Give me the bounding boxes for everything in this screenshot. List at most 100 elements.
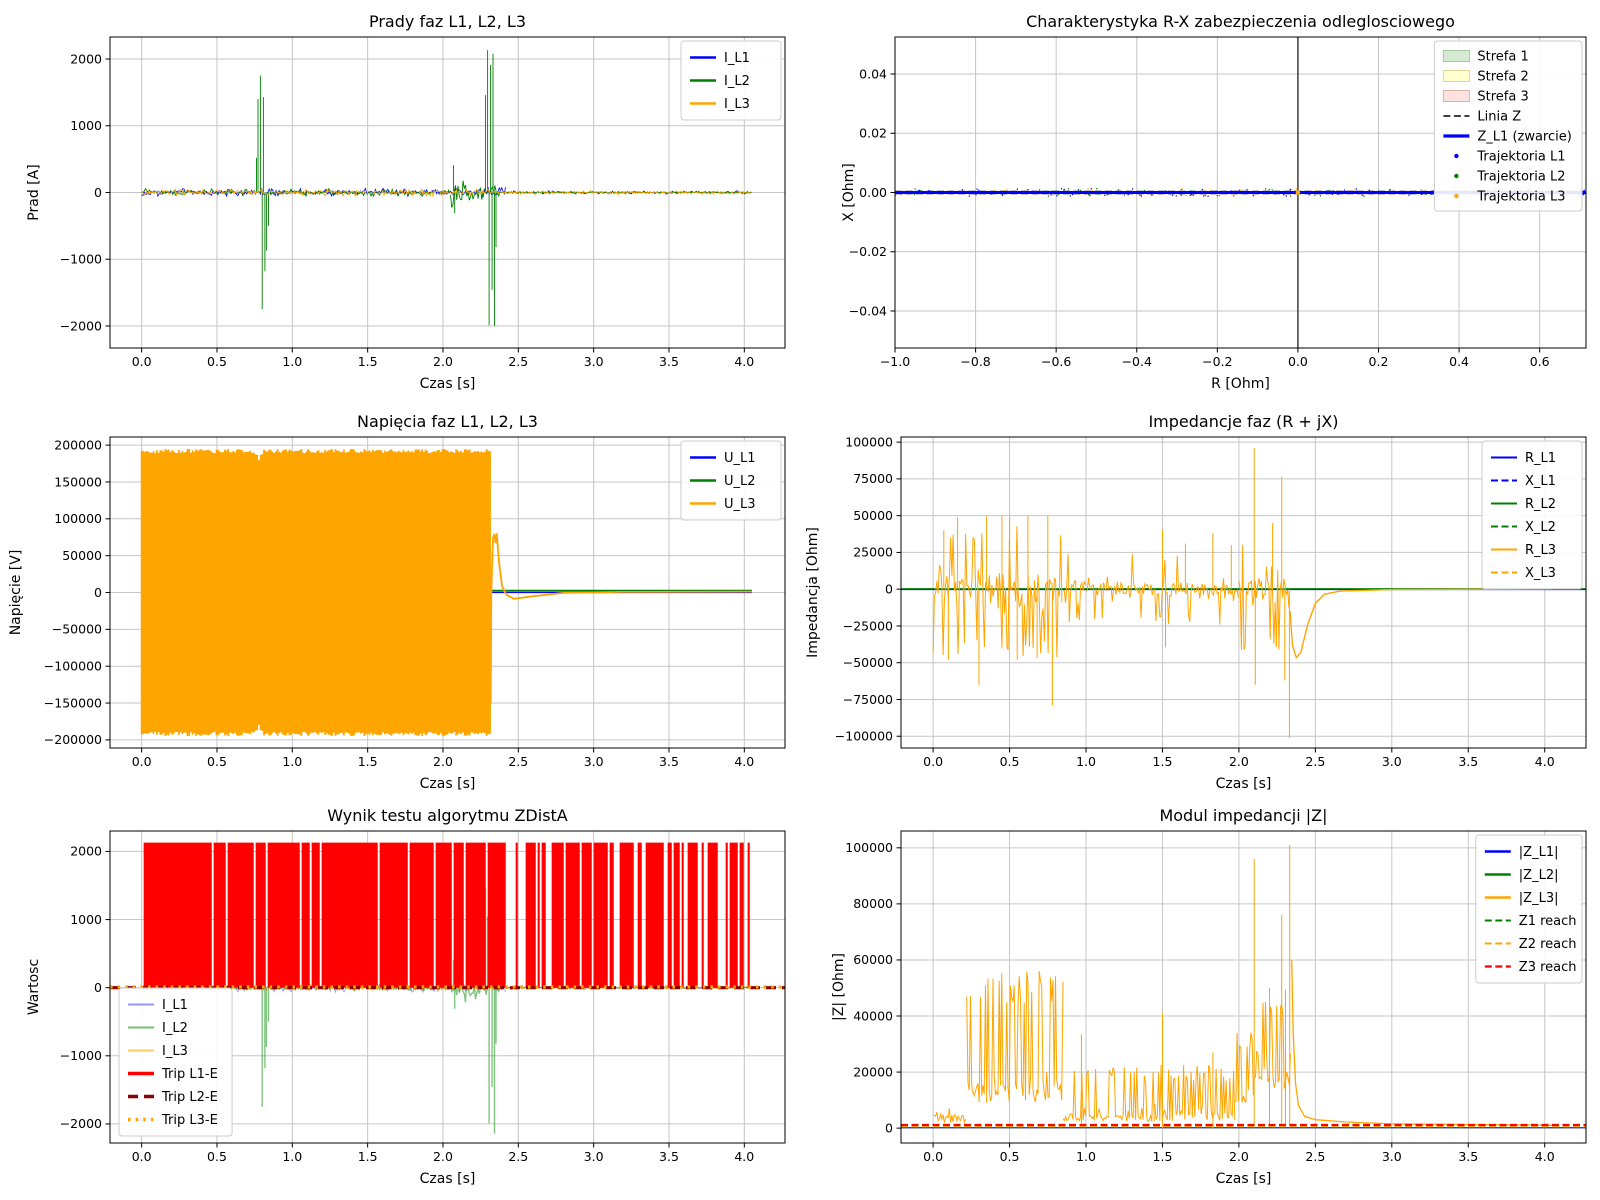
axes-spines [900, 436, 1587, 749]
svg-text:0.5: 0.5 [207, 354, 227, 369]
tick-labels: 0.0 0.5 1.0 1.5 2.0 2.5 3.0 3.5 4.0 −200000 −15000… [44, 437, 755, 769]
svg-text:X_L2: X_L2 [1525, 520, 1556, 535]
svg-text:3.0: 3.0 [1382, 1149, 1402, 1164]
svg-text:0.0: 0.0 [132, 1149, 152, 1164]
svg-text:0.5: 0.5 [1000, 754, 1020, 769]
chart-zdist-test: 0.0 0.5 1.0 1.5 2.0 2.5 3.0 3.5 4.0 −2000 −1000 0 10… [0, 800, 800, 1200]
svg-text:2.5: 2.5 [1305, 1149, 1325, 1164]
svg-text:−1000: −1000 [60, 1048, 102, 1063]
svg-text:0.0: 0.0 [923, 1149, 943, 1164]
svg-text:−25000: −25000 [843, 618, 893, 633]
axes-spines [109, 830, 786, 1144]
svg-text:Strefa 2: Strefa 2 [1477, 69, 1528, 84]
svg-text:U_L2: U_L2 [724, 474, 756, 489]
svg-text:X_L3: X_L3 [1525, 566, 1556, 581]
svg-text:Trajektoria L2: Trajektoria L2 [1476, 169, 1565, 184]
svg-text:0: 0 [885, 581, 893, 596]
zdist-test-plot: 0.0 0.5 1.0 1.5 2.0 2.5 3.0 3.5 4.0 −2000 −1000 0 10… [26, 806, 786, 1187]
chart-title: Wynik testu algorytmu ZDistA [327, 806, 568, 825]
svg-text:0.0: 0.0 [132, 754, 152, 769]
x-axis-label: Czas [s] [1216, 776, 1272, 792]
y-axis-label: Impedancja [Ohm] [805, 527, 821, 658]
svg-text:200000: 200000 [54, 437, 102, 452]
chart-impedance-modulus: 0.0 0.5 1.0 1.5 2.0 2.5 3.0 3.5 4.0 0 20000 40000 60… [800, 800, 1600, 1200]
svg-text:0: 0 [94, 185, 102, 200]
tick-labels: 0.0 0.5 1.0 1.5 2.0 2.5 3.0 3.5 4.0 0 20000 40000 60… [845, 840, 1554, 1164]
svg-text:0.02: 0.02 [859, 126, 887, 141]
svg-text:3.0: 3.0 [584, 354, 604, 369]
voltages-plot: 0.0 0.5 1.0 1.5 2.0 2.5 3.0 3.5 4.0 −200000 −15000… [8, 412, 786, 792]
svg-text:|Z_L1|: |Z_L1| [1519, 845, 1559, 860]
svg-text:50000: 50000 [853, 508, 893, 523]
impedance-modulus-plot: 0.0 0.5 1.0 1.5 2.0 2.5 3.0 3.5 4.0 0 20000 40000 60… [831, 806, 1587, 1187]
svg-text:0: 0 [885, 1120, 893, 1135]
svg-text:0.5: 0.5 [1000, 1149, 1020, 1164]
svg-text:2000: 2000 [70, 844, 102, 859]
x-axis-label: Czas [s] [420, 1171, 476, 1187]
svg-text:2000: 2000 [70, 51, 102, 66]
svg-text:100000: 100000 [845, 434, 893, 449]
svg-text:−0.2: −0.2 [1202, 354, 1232, 369]
chart-rx-characteristic: −1.0 −0.8 −0.6 −0.4 −0.2 0.0 0.2 0.4 0.6 −0.04 −0.… [800, 0, 1600, 400]
x-axis-label: Czas [s] [420, 776, 476, 792]
chart-title: Modul impedancji |Z| [1159, 806, 1327, 825]
svg-text:−0.4: −0.4 [1122, 354, 1152, 369]
svg-text:2.0: 2.0 [433, 354, 453, 369]
svg-text:−150000: −150000 [44, 695, 102, 710]
svg-text:−50000: −50000 [52, 622, 102, 637]
svg-text:150000: 150000 [54, 474, 102, 489]
svg-text:4.0: 4.0 [734, 354, 754, 369]
rx-characteristic-plot: −1.0 −0.8 −0.6 −0.4 −0.2 0.0 0.2 0.4 0.6 −0.04 −0.… [841, 12, 1587, 392]
y-axis-label: |Z| [Ohm] [831, 953, 847, 1021]
svg-text:3.5: 3.5 [1458, 754, 1478, 769]
svg-text:Z1 reach: Z1 reach [1519, 914, 1577, 929]
chart-currents: 0.0 0.5 1.0 1.5 2.0 2.5 3.0 3.5 4.0 −2000 −1000 0 10… [0, 0, 800, 400]
legend: Strefa 1 Strefa 2 Strefa 3 Linia Z Z_L1 (zwa… [1433, 40, 1583, 212]
svg-text:Z2 reach: Z2 reach [1519, 937, 1577, 952]
svg-text:3.0: 3.0 [584, 754, 604, 769]
svg-text:Trajektoria L1: Trajektoria L1 [1476, 149, 1565, 164]
svg-text:0.5: 0.5 [207, 1149, 227, 1164]
svg-text:R_L3: R_L3 [1525, 543, 1556, 558]
svg-text:1.0: 1.0 [282, 354, 302, 369]
svg-text:100000: 100000 [845, 840, 893, 855]
x-axis-label: Czas [s] [1216, 1171, 1272, 1187]
svg-text:I_L1: I_L1 [724, 51, 750, 66]
svg-text:1.5: 1.5 [358, 1149, 378, 1164]
svg-text:−200000: −200000 [44, 732, 102, 747]
svg-text:−1000: −1000 [60, 252, 102, 267]
tick-labels: −1.0 −0.8 −0.6 −0.4 −0.2 0.0 0.2 0.4 0.6 −0.04 −0.… [849, 66, 1550, 369]
svg-text:I_L3: I_L3 [724, 97, 750, 112]
svg-text:25000: 25000 [853, 545, 893, 560]
y-axis-label: Wartosc [26, 959, 42, 1015]
svg-text:0: 0 [94, 585, 102, 600]
svg-text:0.00: 0.00 [859, 185, 887, 200]
svg-text:0.2: 0.2 [1369, 354, 1389, 369]
svg-text:I_L2: I_L2 [162, 1021, 188, 1036]
svg-text:I_L2: I_L2 [724, 74, 750, 89]
x-axis-label: R [Ohm] [1211, 376, 1270, 392]
svg-text:2.0: 2.0 [1229, 754, 1249, 769]
svg-text:2.5: 2.5 [1305, 754, 1325, 769]
legend: U_L1 U_L2 U_L3 [680, 440, 782, 521]
chart-title: Prady faz L1, L2, L3 [369, 12, 526, 31]
svg-text:1.0: 1.0 [282, 1149, 302, 1164]
tick-labels: 0.0 0.5 1.0 1.5 2.0 2.5 3.0 3.5 4.0 −2000 −1000 0 10… [60, 51, 755, 369]
svg-text:100000: 100000 [54, 511, 102, 526]
chart-title: Napięcia faz L1, L2, L3 [357, 412, 538, 431]
legend: |Z_L1| |Z_L2| |Z_L3| Z1 reach Z2 reach Z3 rea… [1475, 834, 1583, 984]
svg-text:0.0: 0.0 [132, 354, 152, 369]
svg-text:4.0: 4.0 [1535, 754, 1555, 769]
series-layer [901, 845, 1586, 1129]
tick-labels: 0.0 0.5 1.0 1.5 2.0 2.5 3.0 3.5 4.0 −2000 −1000 0 10… [60, 844, 755, 1164]
svg-text:−0.02: −0.02 [849, 244, 887, 259]
chart-title: Charakterystyka R-X zabezpieczenia odleg… [1026, 12, 1455, 31]
svg-text:Z3 reach: Z3 reach [1519, 960, 1577, 975]
svg-text:−75000: −75000 [843, 692, 893, 707]
svg-text:2.5: 2.5 [508, 1149, 528, 1164]
x-axis-label: Czas [s] [420, 376, 476, 392]
svg-text:2.5: 2.5 [508, 754, 528, 769]
currents-plot: 0.0 0.5 1.0 1.5 2.0 2.5 3.0 3.5 4.0 −2000 −1000 0 10… [26, 12, 786, 392]
svg-text:I_L3: I_L3 [162, 1044, 188, 1059]
